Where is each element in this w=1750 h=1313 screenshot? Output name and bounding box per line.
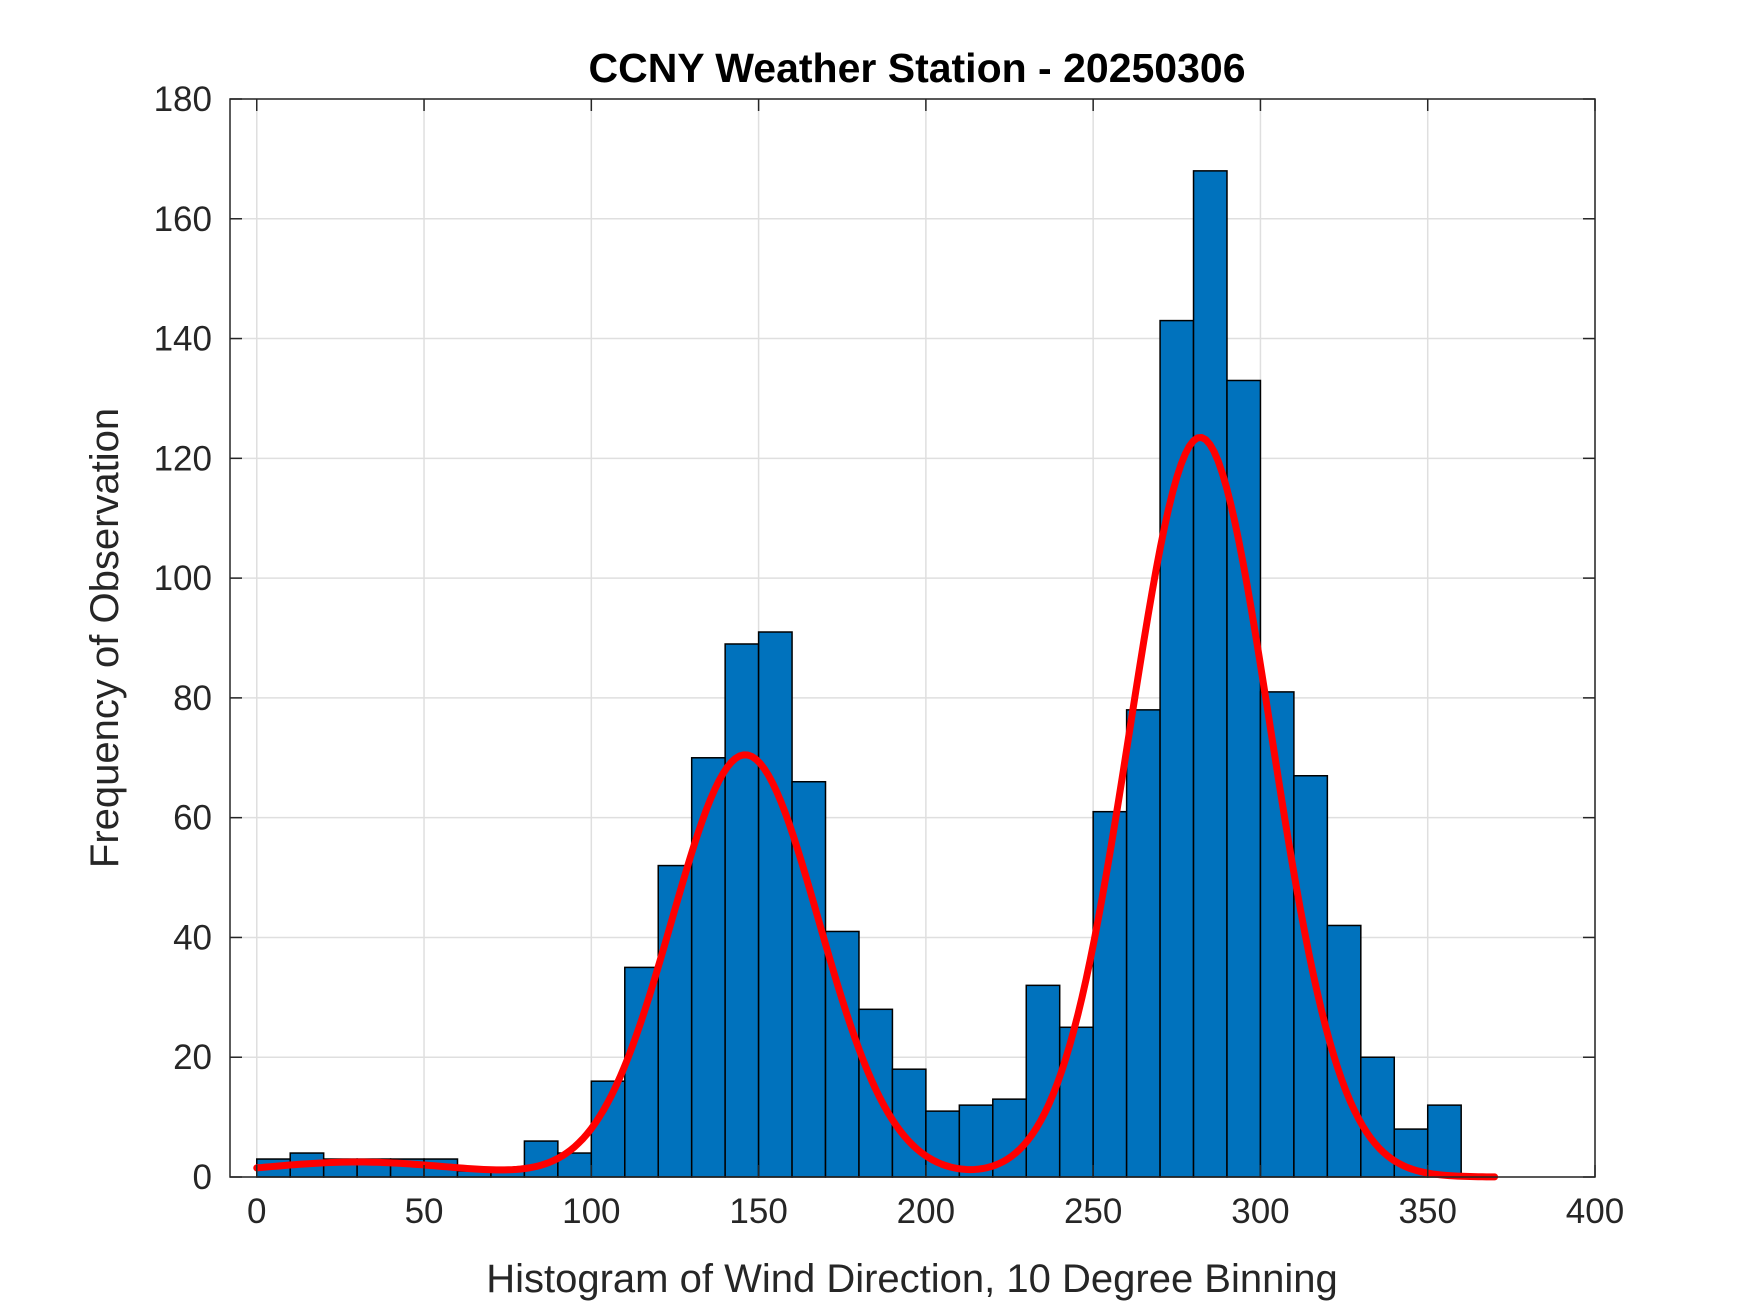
x-tick-labels: 0 50 100 150 200 250 300 350 400 (247, 1192, 1624, 1231)
x-tick-label: 350 (1399, 1192, 1457, 1231)
x-tick-label: 150 (729, 1192, 787, 1231)
fit-curve (253, 434, 1499, 1181)
y-tick-label: 100 (154, 559, 212, 598)
y-tick-label: 0 (193, 1158, 212, 1197)
y-tick-labels: 0 20 40 60 80 100 120 140 160 180 (154, 80, 212, 1197)
y-axis-label: Frequency of Observation (83, 408, 127, 868)
y-tick-label: 160 (154, 200, 212, 239)
axis-ticks (230, 98, 1596, 1178)
axes-box (229, 98, 1596, 1178)
plot-area (229, 98, 1596, 1181)
y-tick-label: 60 (173, 799, 212, 838)
histogram-bar (757, 631, 793, 1178)
histogram-bar (1426, 1104, 1462, 1178)
x-tick-label: 0 (247, 1192, 266, 1231)
histogram-bar (1192, 170, 1228, 1178)
histogram-bar (1159, 319, 1195, 1178)
y-tick-label: 120 (154, 439, 212, 478)
x-tick-label: 200 (897, 1192, 955, 1231)
histogram-bar (690, 757, 726, 1178)
histogram-bar (1125, 709, 1161, 1178)
y-tick-label: 180 (154, 80, 212, 119)
y-tick-label: 40 (173, 918, 212, 957)
axes-background (230, 99, 1595, 1177)
x-tick-label: 400 (1566, 1192, 1624, 1231)
histogram-bar (724, 643, 760, 1178)
x-axis-label: Histogram of Wind Direction, 10 Degree B… (486, 1257, 1338, 1301)
histogram-bar (624, 966, 659, 1178)
histogram-bar (1025, 984, 1061, 1178)
y-tick-label: 80 (173, 679, 212, 718)
x-tick-label: 250 (1064, 1192, 1122, 1231)
x-tick-label: 100 (562, 1192, 620, 1231)
chart-title: CCNY Weather Station - 20250306 (588, 45, 1245, 91)
y-tick-label: 20 (173, 1038, 212, 1077)
y-tick-label: 140 (154, 320, 212, 359)
x-tick-label: 300 (1231, 1192, 1289, 1231)
x-tick-label: 50 (405, 1192, 444, 1231)
